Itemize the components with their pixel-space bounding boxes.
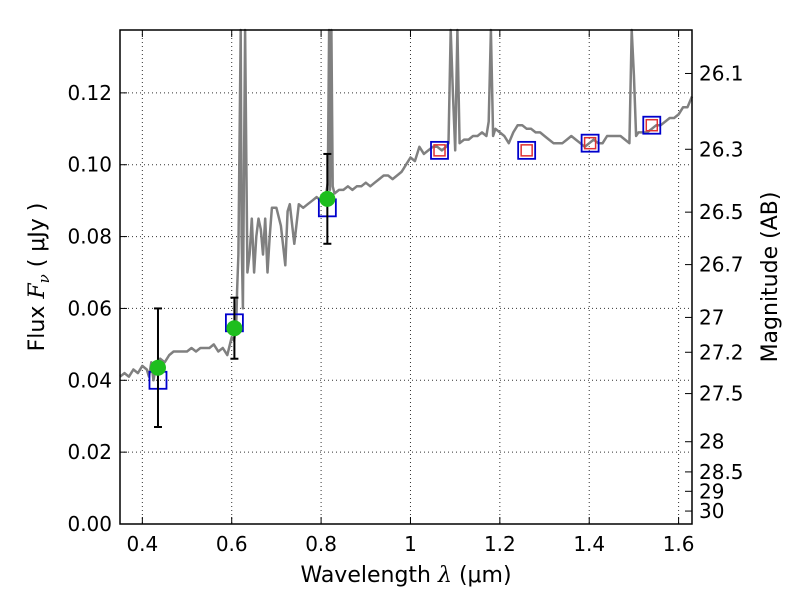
- y-tick-label: 0.08: [67, 225, 112, 249]
- model-magnitude-square: [517, 140, 537, 160]
- y-tick-label: 0.04: [67, 368, 112, 392]
- y-tick-label: 0.10: [67, 153, 112, 177]
- y-tick-label: 0.02: [67, 440, 112, 464]
- x-tick-label: 0.4: [126, 532, 158, 556]
- observed-flux-square: [645, 118, 659, 132]
- right-axis-label: Magnitude (AB): [758, 192, 783, 363]
- right-tick-label: 30: [699, 499, 724, 523]
- y-axis-unit: ( μJy ): [25, 203, 50, 268]
- x-tick-label: 0.6: [216, 532, 248, 556]
- right-tick-label: 26.3: [699, 137, 744, 161]
- model-magnitude-square: [430, 140, 449, 160]
- x-tick-label: 1.6: [663, 532, 695, 556]
- detection-point: [319, 190, 336, 207]
- y-tick-label: 0.06: [67, 296, 112, 320]
- y-axis-subscript: ν: [35, 274, 53, 283]
- plot-frame: [119, 29, 693, 525]
- x-axis-label: Wavelength λ (μm): [300, 563, 511, 588]
- right-tick-label: 27.5: [699, 382, 744, 406]
- x-tick-label: 1.2: [484, 532, 516, 556]
- x-axis-lambda: λ: [437, 563, 452, 588]
- right-tick-label: 27.2: [699, 340, 744, 364]
- right-tick-label: 28.5: [699, 460, 744, 484]
- x-tick-label: 0.8: [305, 532, 337, 556]
- right-tick-label: 29: [699, 479, 724, 503]
- detection-point: [149, 359, 166, 376]
- y-axis-label-text: Flux: [25, 306, 50, 352]
- y-axis-symbol: F: [25, 283, 50, 300]
- y-tick-label: 0.00: [67, 512, 112, 536]
- right-tick-label: 28: [699, 430, 724, 454]
- x-axis-unit: (μm): [459, 563, 512, 588]
- right-tick-label: 26.1: [699, 61, 744, 85]
- right-tick-label: 27: [699, 305, 724, 329]
- axis-ticks: 0.4 0.6 0.8 1 1.2 1.4 1.6 0.00 0.02 0.04 0.06 0.08 0…: [67, 30, 744, 556]
- model-magnitude-square: [642, 115, 662, 135]
- x-axis-label-text: Wavelength: [300, 563, 431, 588]
- right-tick-label: 26.7: [699, 253, 744, 277]
- observed-flux-square: [583, 136, 597, 150]
- detection-point: [226, 320, 243, 337]
- right-tick-label: 26.5: [699, 200, 744, 224]
- y-axis-label: Flux Fν ( μJy ): [25, 203, 53, 352]
- photometry-markers: [148, 115, 662, 428]
- observed-flux-square: [520, 144, 533, 157]
- y-tick-label: 0.12: [67, 81, 112, 105]
- x-tick-label: 1: [404, 532, 417, 556]
- x-tick-label: 1.4: [573, 532, 605, 556]
- observed-flux-square: [433, 144, 446, 157]
- model-magnitude-square: [580, 133, 600, 153]
